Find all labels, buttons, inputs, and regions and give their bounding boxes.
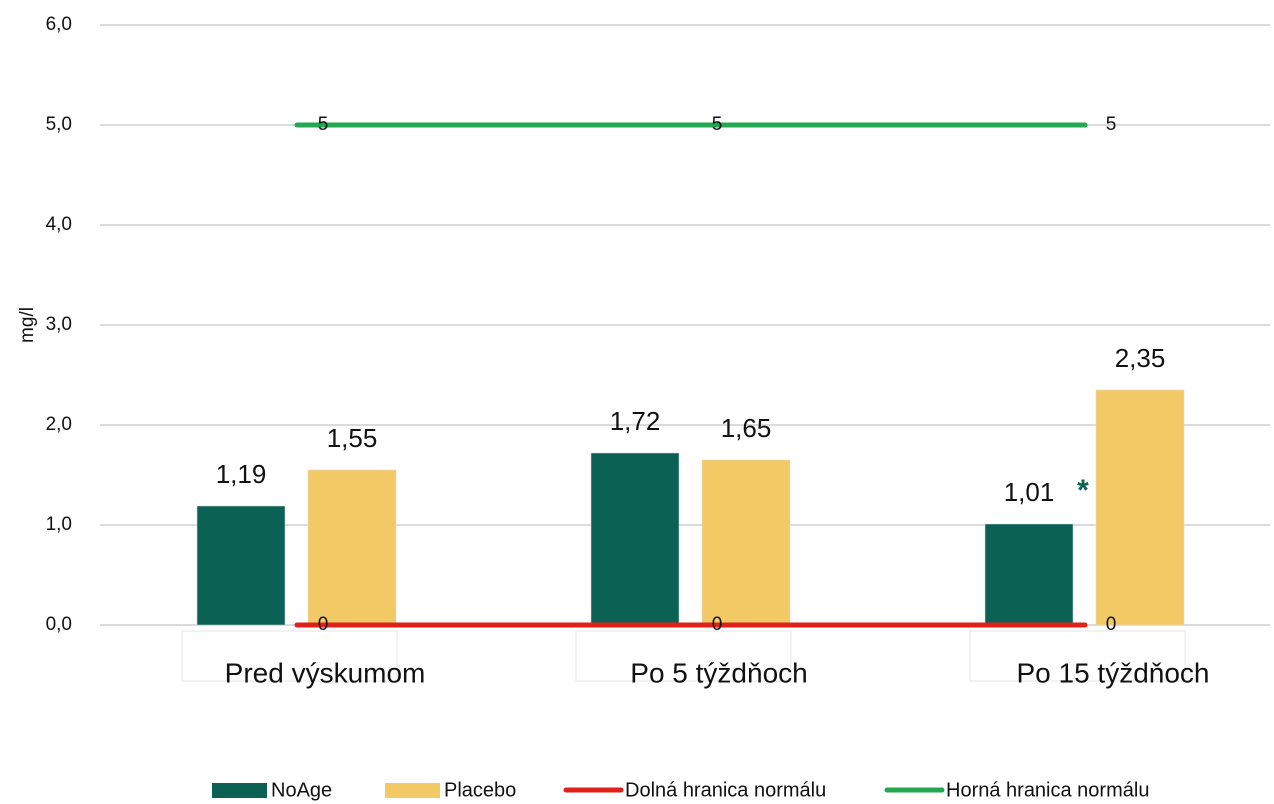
data-label: 1,19 — [216, 459, 267, 489]
bar — [701, 459, 791, 626]
legend-label: Placebo — [444, 779, 516, 801]
data-label: 5 — [1106, 114, 1117, 135]
y-tick-label: 3,0 — [46, 314, 72, 335]
data-label: 0 — [318, 614, 329, 635]
data-label: 0 — [1106, 614, 1117, 635]
bar — [1095, 389, 1185, 626]
data-label: 1,65 — [721, 413, 772, 443]
category-box — [181, 630, 398, 682]
legend-label: Dolná hranica normálu — [625, 779, 826, 801]
y-tick-label: 2,0 — [46, 414, 72, 435]
data-label: 2,35 — [1115, 343, 1166, 373]
x-tick-label: Pred výskumom — [225, 657, 426, 688]
y-tick-label: 6,0 — [46, 14, 72, 35]
y-tick-label: 0,0 — [46, 614, 72, 635]
bar — [590, 452, 680, 626]
data-label: 1,72 — [610, 406, 661, 436]
y-axis-label: mg/l — [17, 307, 38, 343]
y-tick-label: 1,0 — [46, 514, 72, 535]
data-label: 1,01 — [1004, 477, 1055, 507]
legend-label: NoAge — [271, 779, 332, 801]
category-box — [969, 630, 1186, 682]
data-label: 1,55 — [327, 423, 378, 453]
y-tick-label: 5,0 — [46, 114, 72, 135]
data-label: 0 — [712, 614, 723, 635]
data-label: 5 — [318, 114, 329, 135]
data-label: 5 — [712, 114, 723, 135]
legend-swatch — [385, 783, 440, 798]
x-tick-label: Po 5 týždňoch — [630, 657, 807, 688]
y-tick-label: 4,0 — [46, 214, 72, 235]
annotation: * — [1077, 474, 1089, 507]
bar — [196, 505, 286, 626]
x-tick-label: Po 15 týždňoch — [1016, 657, 1209, 688]
legend-swatch — [212, 783, 267, 798]
category-box — [575, 630, 792, 682]
legend-label: Horná hranica normálu — [946, 779, 1149, 801]
bar — [984, 523, 1074, 626]
bar — [307, 469, 397, 626]
